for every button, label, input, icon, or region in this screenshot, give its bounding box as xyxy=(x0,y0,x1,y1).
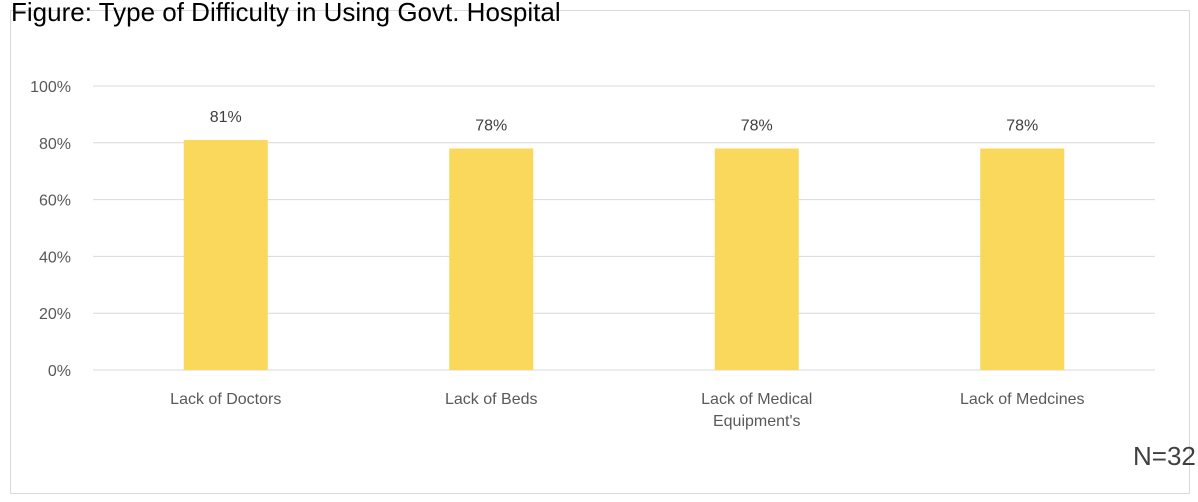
chart-title: Figure: Type of Difficulty in Using Govt… xyxy=(11,0,561,27)
y-tick-label: 0% xyxy=(48,363,71,380)
data-label: 78% xyxy=(741,117,773,134)
chart-frame: 0% 20% 40% 60% 80% 100% 81% Lack of Doctors 78% L… xyxy=(10,0,1196,494)
data-label: 81% xyxy=(210,109,242,126)
bar xyxy=(980,148,1065,370)
y-tick-label: 60% xyxy=(39,193,71,210)
bar xyxy=(183,139,268,370)
bar xyxy=(714,148,799,370)
y-tick-label: 40% xyxy=(39,249,71,266)
y-tick-label: 20% xyxy=(39,306,71,323)
category-label: Lack of Doctors xyxy=(170,391,281,408)
y-tick-label: 80% xyxy=(39,136,71,153)
category-label: Lack of Medcines xyxy=(960,391,1085,408)
sample-size-note: N=32 xyxy=(1133,441,1196,471)
bar xyxy=(449,148,534,370)
category-label: Lack of Medical Equipment's xyxy=(701,391,812,430)
y-tick-label: 100% xyxy=(30,79,71,96)
data-label: 78% xyxy=(1006,117,1038,134)
data-label: 78% xyxy=(475,117,507,134)
category-label: Lack of Beds xyxy=(445,391,538,408)
bar-chart: 0% 20% 40% 60% 80% 100% 81% Lack of Doctors 78% L… xyxy=(30,79,1155,430)
